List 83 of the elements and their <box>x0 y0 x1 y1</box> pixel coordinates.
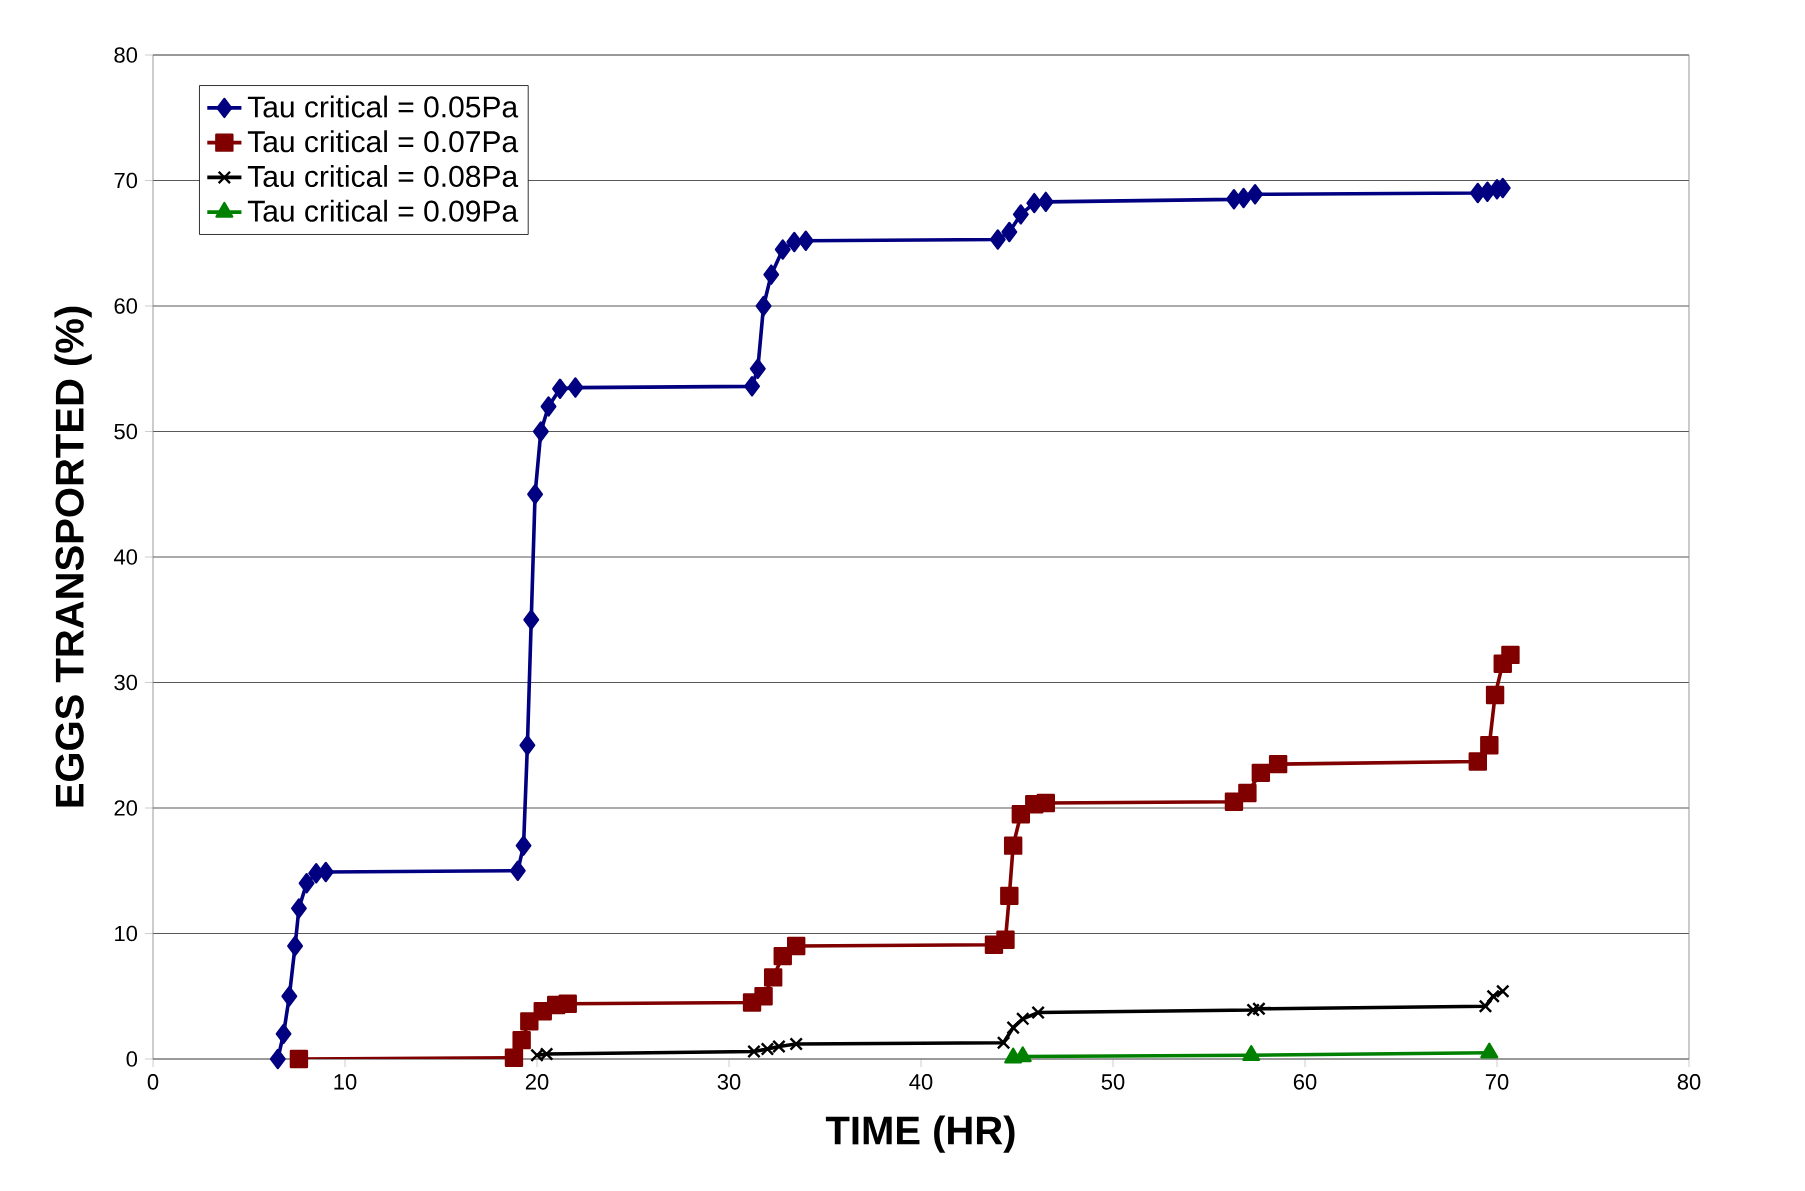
x-axis-title: TIME (HR) <box>825 1115 1015 1153</box>
point <box>527 484 544 505</box>
y-tick-label: 60 <box>114 298 138 314</box>
point <box>1015 1011 1030 1026</box>
y-tick-label: 30 <box>114 674 138 691</box>
y-tick-label: 0 <box>126 1051 138 1067</box>
point <box>1468 752 1487 771</box>
legend-label: Tau critical = 0.05Pa <box>247 95 519 118</box>
point <box>1478 999 1493 1014</box>
point <box>520 1012 539 1031</box>
point <box>287 935 304 957</box>
point <box>512 1030 531 1050</box>
point <box>1036 793 1055 813</box>
legend-label: Tau critical = 0.09Pa <box>247 199 519 222</box>
y-tick-label: 70 <box>114 172 138 189</box>
point <box>269 1048 286 1070</box>
point <box>1268 754 1288 774</box>
point <box>317 861 334 883</box>
point <box>1246 1003 1261 1017</box>
x-tick-label: 20 <box>525 1074 549 1090</box>
point <box>275 1023 292 1045</box>
point <box>523 609 540 630</box>
point <box>1480 736 1499 755</box>
point <box>763 968 783 987</box>
point <box>540 396 557 417</box>
y-tick-label: 80 <box>114 47 138 63</box>
point <box>774 239 791 260</box>
point <box>755 295 772 317</box>
point <box>749 358 766 379</box>
point <box>290 898 307 919</box>
y-tick-label: 10 <box>115 925 138 942</box>
point <box>1001 221 1018 243</box>
point <box>1238 783 1257 803</box>
point <box>515 835 532 856</box>
x-tick-label: 50 <box>1101 1074 1125 1090</box>
point <box>1235 187 1252 209</box>
legend-label: Tau critical = 0.07Pa <box>247 130 519 153</box>
point <box>989 229 1006 250</box>
point <box>1012 204 1029 225</box>
point <box>1495 984 1510 999</box>
point <box>1006 1020 1021 1035</box>
y-axis-title: EGGS TRANSPORTED (%) <box>54 306 92 807</box>
point <box>787 936 806 956</box>
point <box>789 1037 804 1051</box>
point <box>797 230 814 251</box>
point <box>1501 645 1520 665</box>
x-tick-label: 0 <box>147 1074 159 1090</box>
point <box>996 1035 1011 1050</box>
y-tick-label: 50 <box>114 423 138 440</box>
point <box>1037 191 1054 213</box>
x-tick-label: 70 <box>1485 1074 1509 1090</box>
legend-label: Tau critical = 0.08Pa <box>247 165 519 188</box>
point <box>1485 685 1505 705</box>
point <box>1251 763 1271 783</box>
point <box>298 873 315 894</box>
point <box>532 421 549 442</box>
point <box>289 1049 309 1069</box>
point <box>281 986 298 1007</box>
point <box>763 264 780 285</box>
point <box>744 376 760 397</box>
point <box>504 1048 524 1067</box>
point <box>558 994 577 1013</box>
point <box>567 377 584 398</box>
point <box>1031 1005 1045 1020</box>
x-tick-label: 40 <box>909 1074 933 1090</box>
x-tick-label: 10 <box>334 1074 357 1090</box>
point <box>1486 989 1501 1004</box>
point <box>1247 184 1264 205</box>
point <box>519 735 536 756</box>
point <box>754 987 773 1006</box>
x-tick-label: 30 <box>717 1074 741 1090</box>
x-tick-label: 80 <box>1677 1074 1701 1090</box>
point <box>1026 192 1043 214</box>
point <box>1252 1001 1266 1016</box>
point <box>1003 836 1023 855</box>
y-tick-label: 20 <box>114 800 138 816</box>
point <box>509 860 526 881</box>
point <box>996 930 1015 949</box>
y-tick-label: 40 <box>113 549 138 565</box>
point <box>1000 886 1019 906</box>
point <box>786 231 803 253</box>
point <box>552 378 568 400</box>
x-tick-label: 60 <box>1293 1074 1317 1090</box>
